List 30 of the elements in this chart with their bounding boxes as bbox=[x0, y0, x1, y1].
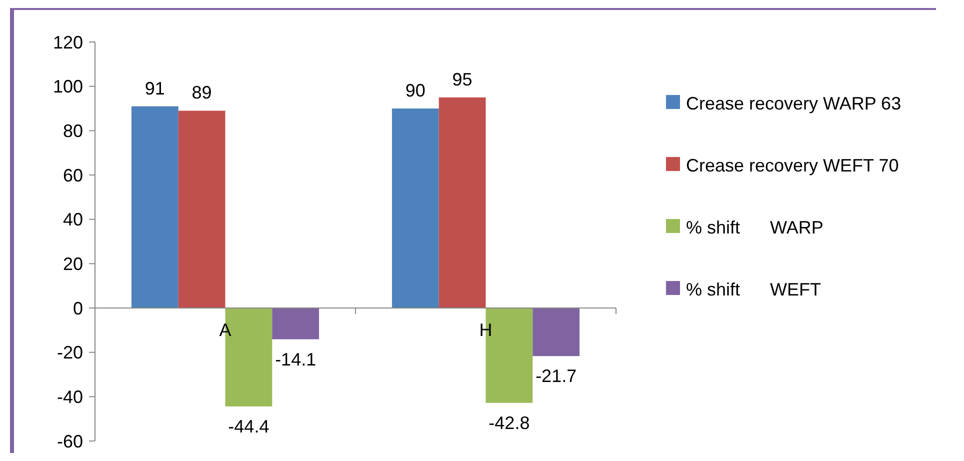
bar bbox=[178, 110, 226, 308]
legend-label: % shift WARP bbox=[686, 217, 824, 238]
y-tick-label: 100 bbox=[52, 76, 83, 97]
legend-label: Crease recovery WARP 63 bbox=[686, 93, 902, 114]
y-tick-label: 20 bbox=[62, 254, 83, 274]
y-tick-label: 80 bbox=[62, 120, 83, 141]
bar bbox=[532, 308, 580, 356]
y-tick-label: -60 bbox=[56, 431, 83, 452]
bar bbox=[438, 97, 486, 308]
legend-label: % shift WEFT bbox=[686, 279, 822, 300]
data-label: 91 bbox=[144, 78, 165, 98]
bar bbox=[131, 106, 178, 308]
y-tick-label: 0 bbox=[72, 298, 83, 318]
x-tick-label: H bbox=[479, 320, 492, 340]
data-label: -44.4 bbox=[228, 416, 270, 436]
data-label: 89 bbox=[192, 82, 212, 103]
bar bbox=[392, 108, 439, 308]
data-label: 90 bbox=[405, 80, 426, 100]
legend-label: Crease recovery WEFT 70 bbox=[686, 155, 899, 176]
data-label: -21.7 bbox=[536, 366, 577, 386]
y-tick-label: 40 bbox=[62, 210, 83, 230]
y-tick-label: -20 bbox=[56, 342, 83, 363]
data-label: -14.1 bbox=[275, 349, 316, 370]
bar bbox=[272, 308, 320, 340]
x-tick-label: A bbox=[219, 320, 232, 340]
y-tick-label: -40 bbox=[56, 386, 83, 407]
data-label: -42.8 bbox=[488, 412, 530, 433]
data-label: 95 bbox=[452, 69, 472, 90]
y-tick-label: 120 bbox=[52, 32, 83, 52]
y-tick-label: 60 bbox=[62, 165, 83, 186]
